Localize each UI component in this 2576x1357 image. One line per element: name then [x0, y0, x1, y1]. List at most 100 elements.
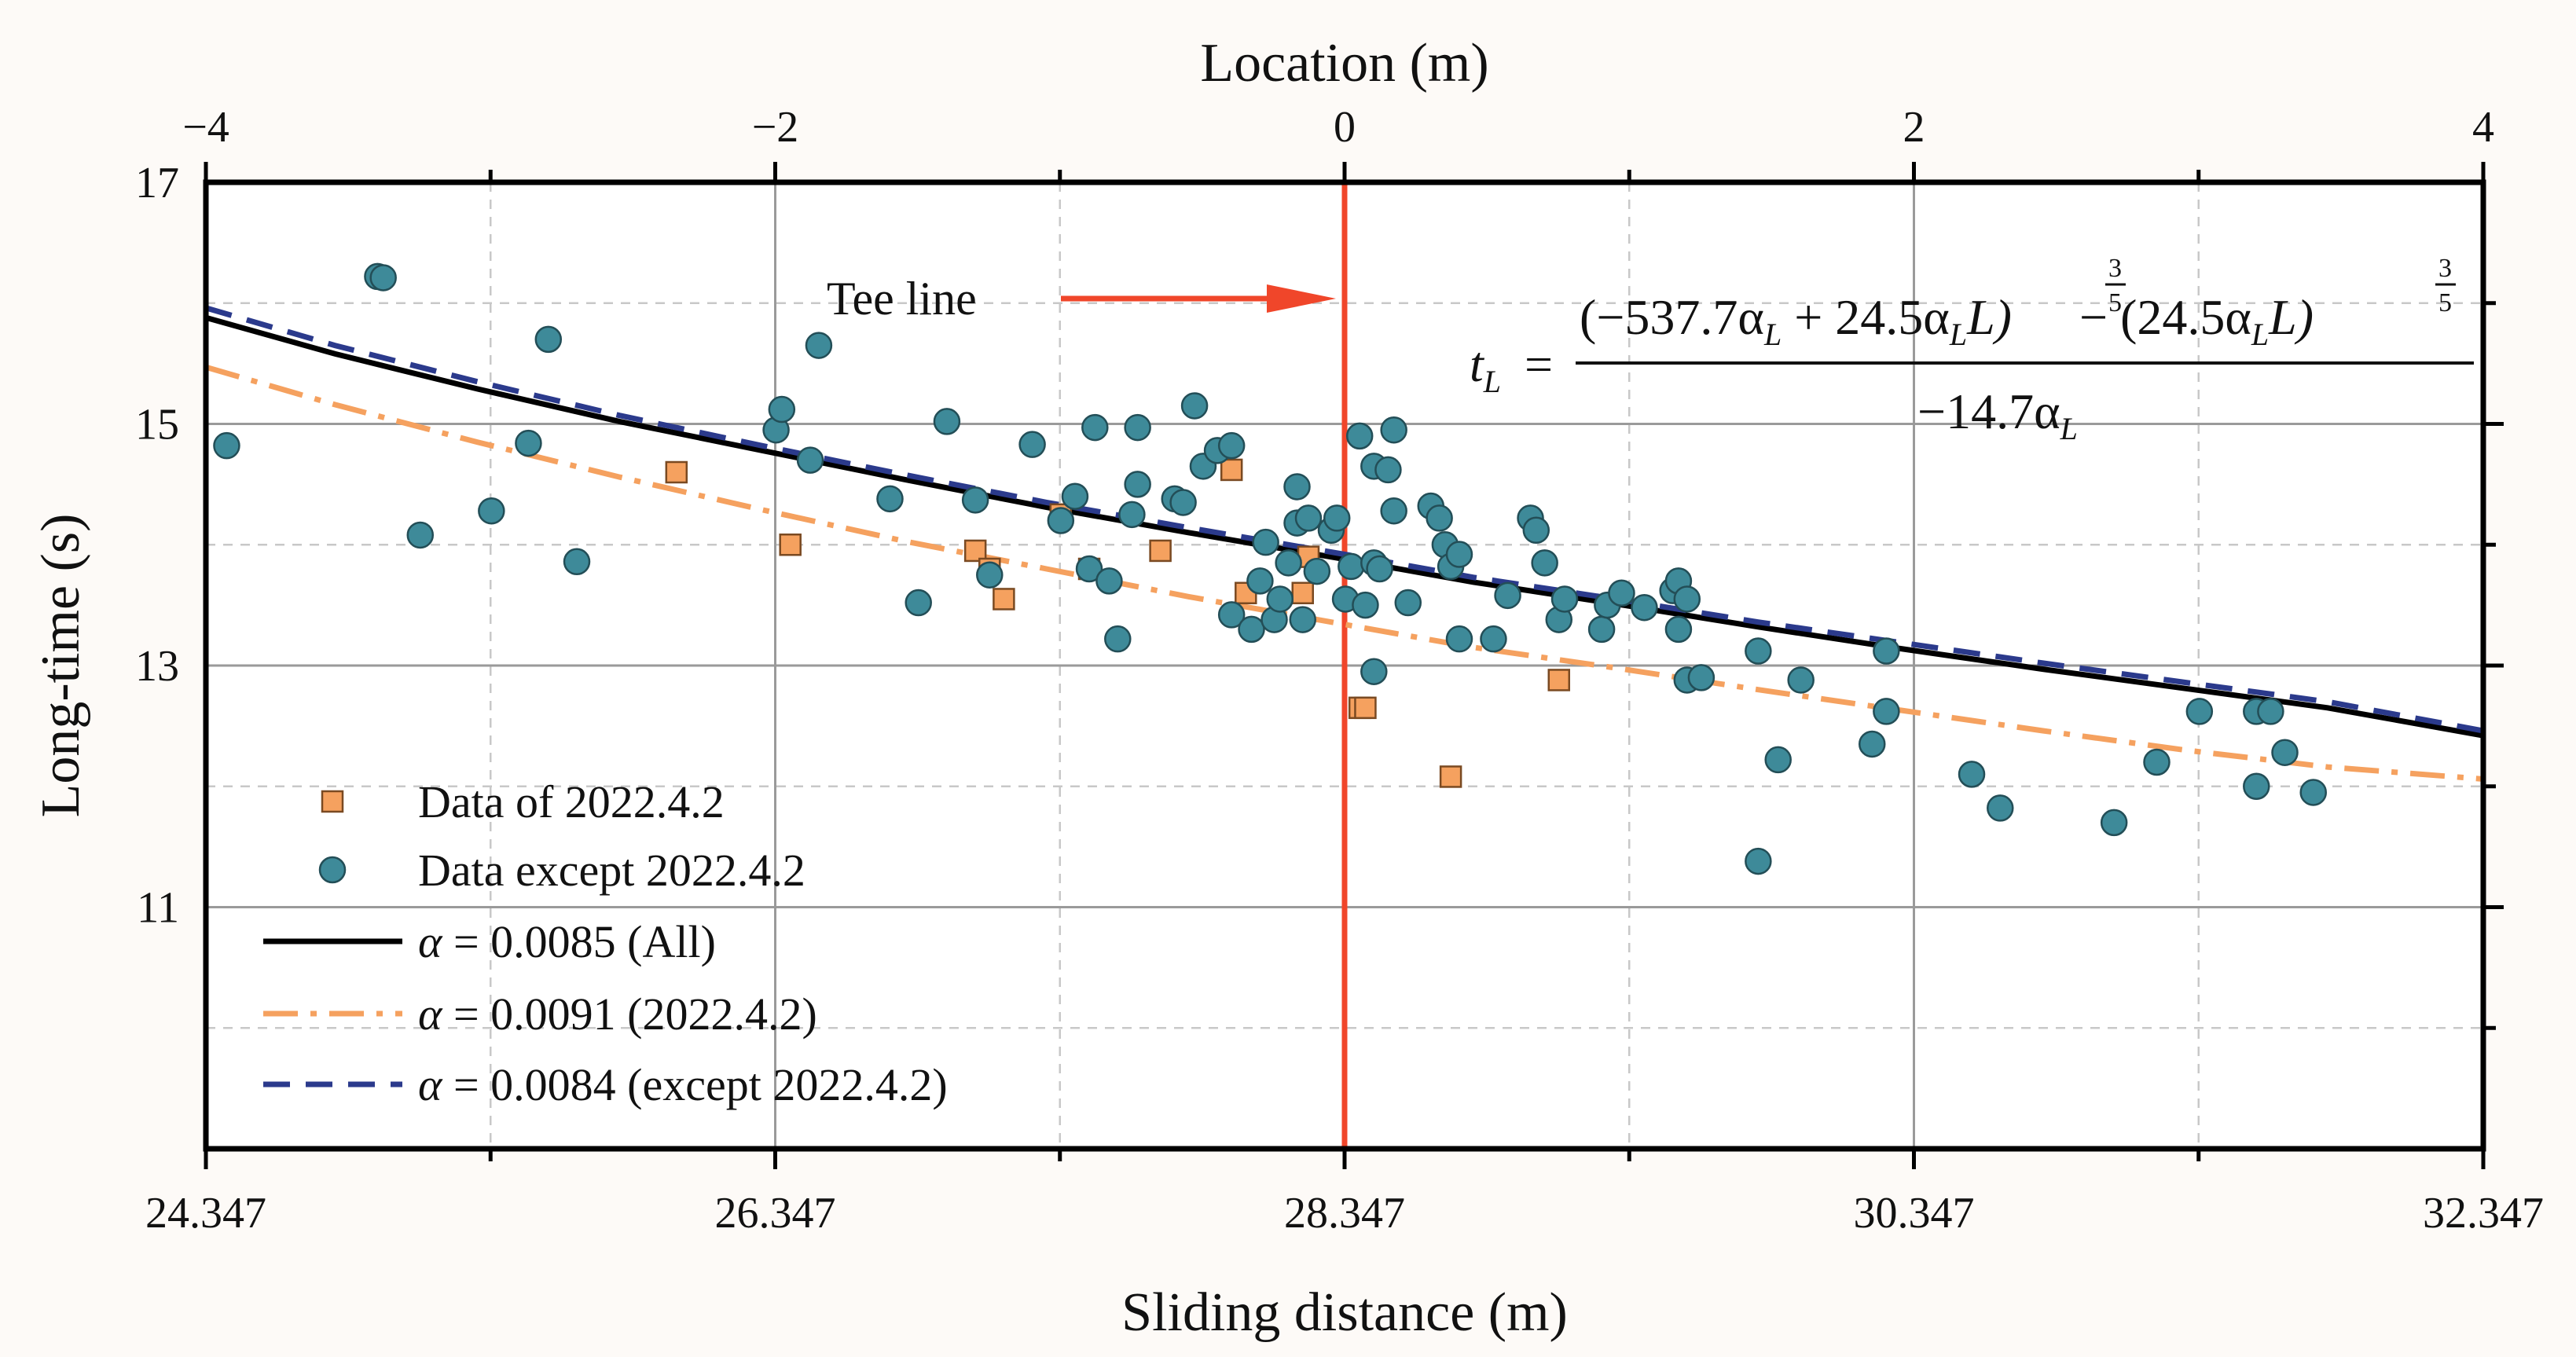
point-other: [1345, 422, 1374, 450]
point-other: [1380, 497, 1407, 525]
legend-label: α = 0.0091 (2022.4.2): [418, 988, 817, 1040]
point-2022: [779, 534, 802, 556]
top-tick-label: 4: [2472, 103, 2494, 152]
point-other: [1352, 591, 1379, 619]
point-other: [1061, 482, 1089, 510]
x-tick-label: 24.347: [145, 1189, 266, 1238]
x-axis-title: Sliding distance (m): [1121, 1282, 1568, 1343]
legend-item-fit_all: α = 0.0085 (All): [263, 916, 716, 967]
point-other: [933, 408, 961, 435]
point-other: [1494, 581, 1521, 610]
point-other: [1238, 615, 1265, 644]
point-other: [515, 429, 542, 457]
point-other: [1217, 431, 1246, 460]
point-other: [1289, 606, 1316, 633]
point-other: [1217, 601, 1246, 629]
point-other: [1075, 555, 1103, 583]
legend-label: α = 0.0084 (except 2022.4.2): [418, 1059, 948, 1110]
point-other: [534, 325, 563, 354]
legend-swatch: [321, 790, 344, 813]
point-other: [1018, 431, 1046, 458]
point-other: [1664, 615, 1693, 644]
point-other: [1394, 589, 1422, 617]
point-other: [1360, 658, 1388, 685]
point-other: [1531, 549, 1558, 577]
point-other: [563, 548, 591, 576]
point-2022: [1149, 539, 1172, 563]
point-other: [876, 485, 904, 513]
point-other: [1687, 664, 1715, 691]
point-other: [1374, 456, 1402, 484]
formula-equals: =: [1525, 336, 1553, 392]
point-other: [1081, 413, 1109, 442]
point-other: [478, 497, 505, 525]
point-other: [1246, 567, 1274, 595]
point-other: [1047, 507, 1075, 534]
point-2022: [963, 539, 987, 563]
point-other: [1294, 504, 1323, 532]
point-other: [1522, 516, 1550, 545]
fit-line-fit_2022: [206, 364, 2483, 782]
point-other: [1124, 471, 1151, 498]
point-2022: [1439, 765, 1462, 788]
tee-line-arrow-head: [1267, 284, 1336, 313]
point-other: [1426, 504, 1453, 532]
point-other: [905, 589, 932, 617]
point-2022: [993, 588, 1015, 611]
point-other: [406, 521, 435, 549]
point-other: [1445, 541, 1473, 568]
point-other: [2100, 809, 2128, 837]
point-other: [1858, 730, 1886, 758]
point-other: [805, 332, 833, 359]
point-other: [1323, 504, 1351, 532]
point-other: [2257, 698, 2284, 725]
point-other: [1283, 473, 1311, 501]
x-tick-label: 30.347: [1854, 1189, 1975, 1238]
point-other: [1480, 625, 1507, 653]
tee-line-annotation: Tee line: [827, 182, 1348, 1149]
point-other: [2185, 698, 2214, 725]
point-other: [213, 431, 240, 460]
legend: Data of 2022.4.2 Data except 2022.4.2 α = …: [263, 776, 948, 1110]
legend-item-data_2022: Data of 2022.4.2: [321, 776, 725, 827]
fit-line-fit_other: [206, 305, 2483, 734]
point-other: [1445, 625, 1473, 653]
y-tick-label: 11: [137, 884, 179, 933]
legend-label: Data of 2022.4.2: [418, 776, 725, 827]
point-2022: [1354, 696, 1377, 720]
point-other: [1303, 557, 1331, 585]
formula-numerator: (−537.7αL + 24.5αLL) − (24.5αLL): [1580, 289, 2314, 352]
point-other: [976, 561, 1004, 589]
formula-exp-num-2: 3: [2438, 254, 2452, 283]
point-other: [1987, 794, 2014, 822]
point-other: [1673, 585, 1701, 613]
formula-exp-num-1: 3: [2108, 254, 2122, 283]
x-tick-label: 26.347: [715, 1189, 836, 1238]
formula-denominator: −14.7αL: [1917, 383, 2078, 446]
point-other: [1873, 698, 1900, 725]
point-other: [1124, 413, 1151, 442]
formula-exp-den-2: 5: [2438, 288, 2452, 317]
point-2022: [1220, 458, 1243, 482]
legend-item-data_other: Data except 2022.4.2: [318, 845, 805, 896]
legend-label: Data except 2022.4.2: [418, 845, 805, 896]
point-other: [1631, 593, 1658, 622]
legend-item-fit_other: α = 0.0084 (except 2022.4.2): [263, 1059, 948, 1110]
y-axis-title: Long-time (s): [31, 514, 91, 818]
point-other: [1745, 637, 1772, 665]
point-2022: [1291, 581, 1314, 604]
y-tick-label: 15: [135, 401, 179, 449]
legend-swatch: [318, 856, 347, 884]
top-tick-label: −4: [182, 103, 229, 152]
y-tick-label: 17: [135, 159, 179, 207]
point-other: [1104, 625, 1132, 653]
point-other: [2243, 772, 2270, 800]
point-other: [369, 264, 397, 292]
point-other: [1338, 552, 1365, 581]
data-points: [213, 262, 2327, 875]
point-other: [1180, 392, 1209, 420]
top-tick-label: 2: [1903, 103, 1925, 152]
x-tick-label: 32.347: [2423, 1189, 2544, 1238]
point-other: [1873, 637, 1900, 665]
